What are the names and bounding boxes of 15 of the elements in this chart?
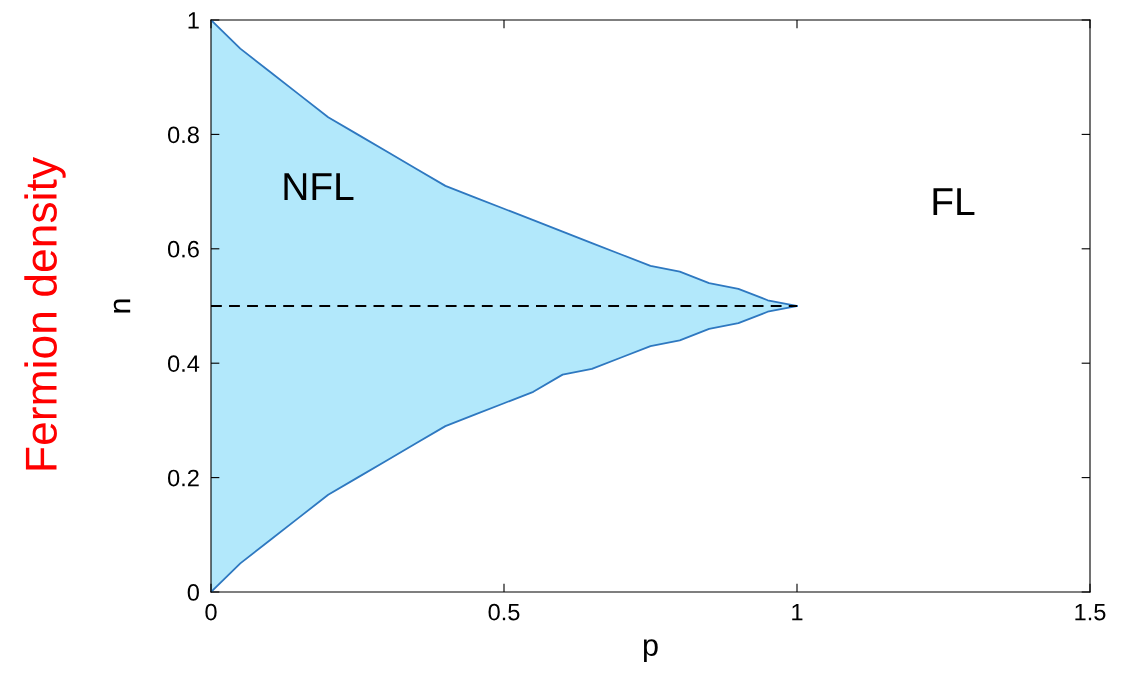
annotation: NFL <box>284 173 354 201</box>
y-tick-label: 1 <box>188 12 199 29</box>
x-tick-label: 1.5 <box>1075 603 1106 621</box>
annotation: FL <box>933 188 975 216</box>
text: Fermion density <box>24 156 66 470</box>
y-axis-title: n <box>113 299 131 313</box>
y-tick-label: 0.8 <box>167 126 199 144</box>
x-axis-title: p <box>643 639 658 662</box>
x-tick-label: 0.5 <box>488 603 520 621</box>
y-tick-label: 0.2 <box>167 469 199 487</box>
y-tick-label: 0.4 <box>167 355 200 372</box>
y-tick-label: 0 <box>187 584 199 601</box>
x-tick-label: 0 <box>205 603 217 621</box>
x-tick-label: 1 <box>792 603 803 621</box>
y-tick-label: 0.6 <box>167 240 199 258</box>
